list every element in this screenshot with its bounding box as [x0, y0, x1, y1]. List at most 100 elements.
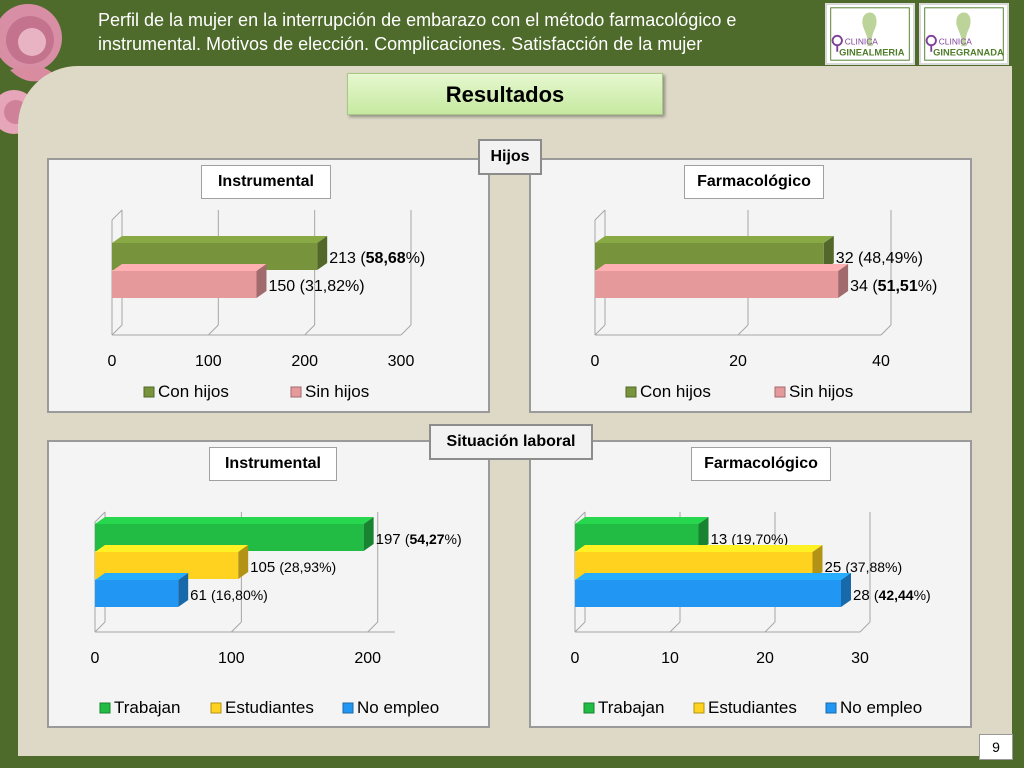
x-tick-label: 20 — [756, 650, 774, 667]
bar-top — [95, 573, 189, 580]
bar-side — [317, 236, 328, 270]
bar-side — [178, 573, 189, 607]
gridline-floor — [669, 621, 681, 633]
legend-label: Trabajan — [114, 698, 180, 717]
bar-top — [575, 517, 709, 524]
chart-panel-laboral-farmacologico: Farmacológico 0 10 20 30 13 (19,70%) 25 (37,8… — [529, 440, 972, 728]
data-percent: (54,27%) — [405, 531, 462, 547]
data-percent: (42,44%) — [874, 587, 931, 603]
legend-swatch — [210, 702, 222, 714]
bar-side — [363, 517, 374, 551]
gridline-floor — [304, 324, 316, 336]
data-percent: (16,80%) — [211, 587, 268, 603]
gridline-floor — [400, 324, 412, 336]
svg-text:CLINICA: CLINICA — [845, 36, 879, 46]
gridline-floor — [207, 324, 219, 336]
bar — [595, 271, 839, 298]
legend-label: No empleo — [357, 698, 439, 717]
chart-panel-laboral-instrumental: Instrumental 0 100 200 197 (54,27%) 105 (28,… — [47, 440, 490, 728]
bar — [95, 580, 179, 607]
bar-side — [823, 236, 834, 270]
data-label: 61 (16,80%) — [190, 587, 268, 604]
legend-label: Trabajan — [598, 698, 664, 717]
gridline-floor — [594, 324, 606, 336]
bar-top — [112, 236, 328, 243]
x-tick-label: 10 — [661, 650, 679, 667]
gridline-floor — [737, 324, 749, 336]
data-label: 34 (51,51%) — [850, 278, 937, 295]
x-tick-label: 0 — [571, 650, 580, 667]
section-label-hijos: Hijos — [478, 139, 542, 175]
x-tick-label: 200 — [291, 353, 318, 370]
x-tick-label: 0 — [108, 353, 117, 370]
bar-top — [112, 264, 267, 271]
chart-title: Instrumental — [201, 165, 331, 199]
x-tick-label: 100 — [218, 650, 245, 667]
x-tick-label: 0 — [591, 353, 600, 370]
data-value: 213 — [329, 250, 360, 267]
legend-swatch — [290, 386, 302, 398]
data-percent: (51,51%) — [872, 278, 937, 295]
x-tick-label: 100 — [195, 353, 222, 370]
legend-swatch — [825, 702, 837, 714]
data-percent: (31,82%) — [300, 278, 365, 295]
gridline-floor — [231, 621, 242, 633]
data-value: 32 — [836, 250, 858, 267]
data-label: 213 (58,68%) — [329, 250, 425, 267]
bar-top — [595, 236, 834, 243]
bar-top — [575, 573, 851, 580]
bar-side — [841, 573, 851, 607]
data-label: 13 (19,70%) — [711, 531, 789, 548]
gridline-floor — [94, 621, 106, 633]
bar-side — [812, 545, 823, 579]
chart-panel-hijos-farmacologico: Farmacológico 0 20 40 32 (48,49%) 34 (51,51%… — [529, 158, 972, 413]
legend-label: Con hijos — [158, 382, 229, 401]
slide-title-line-2: instrumental. Motivos de elección. Compl… — [98, 34, 703, 54]
data-label: 32 (48,49%) — [836, 250, 923, 267]
data-percent: (28,93%) — [279, 559, 336, 575]
bar-top — [95, 517, 374, 524]
svg-text:CLINICA: CLINICA — [939, 36, 973, 46]
legend-swatch — [342, 702, 354, 714]
legend-label: Estudiantes — [708, 698, 797, 717]
x-tick-label: 300 — [388, 353, 415, 370]
section-label-situacion-laboral: Situación laboral — [429, 424, 593, 460]
chart-hijos-farmacologico: 0 20 40 32 (48,49%) 34 (51,51%) Con hijos Sin … — [591, 209, 937, 401]
logo-clinica-ginegranada: CLINICA GINEGRANADA — [919, 3, 1009, 65]
gridline-floor — [764, 621, 776, 633]
bar-side — [256, 264, 267, 298]
svg-text:GINEGRANADA: GINEGRANADA — [933, 48, 1004, 58]
axis-line — [94, 511, 106, 523]
axis-line — [111, 209, 123, 221]
chart-title: Farmacológico — [684, 165, 824, 199]
gridline-floor — [574, 621, 586, 633]
gridline-floor — [880, 324, 892, 336]
gridline-floor — [367, 621, 379, 633]
data-percent: (58,68%) — [360, 250, 425, 267]
slide-title-line-1: Perfil de la mujer en la interrupción de… — [98, 10, 737, 30]
x-tick-label: 30 — [851, 650, 869, 667]
chart-hijos-instrumental: 0 100 200 300 213 (58,68%) 150 (31,82%) Con hi… — [108, 209, 425, 401]
bar-side — [698, 517, 709, 551]
page-number: 9 — [979, 734, 1013, 760]
data-value: 13 — [711, 531, 732, 548]
data-value: 197 — [376, 531, 405, 548]
legend-swatch — [143, 386, 155, 398]
slide-title: Perfil de la mujer en la interrupción de… — [98, 8, 818, 56]
legend-label: No empleo — [840, 698, 922, 717]
bar — [575, 580, 841, 607]
bar-top — [95, 545, 249, 552]
bar-side — [838, 264, 849, 298]
chart-laboral-farmacologico: 0 10 20 30 13 (19,70%) 25 (37,88%) 28 (42,44%)… — [571, 511, 931, 717]
legend-swatch — [583, 702, 595, 714]
legend-swatch — [774, 386, 786, 398]
bar-side — [238, 545, 249, 579]
x-tick-label: 0 — [91, 650, 100, 667]
axis-line — [574, 511, 586, 523]
legend-swatch — [625, 386, 637, 398]
data-value: 34 — [850, 278, 872, 295]
gridline-floor — [111, 324, 123, 336]
data-value: 25 — [825, 559, 846, 576]
bar — [112, 271, 257, 298]
chart-laboral-instrumental: 0 100 200 197 (54,27%) 105 (28,93%) 61 (16,80… — [91, 511, 462, 717]
